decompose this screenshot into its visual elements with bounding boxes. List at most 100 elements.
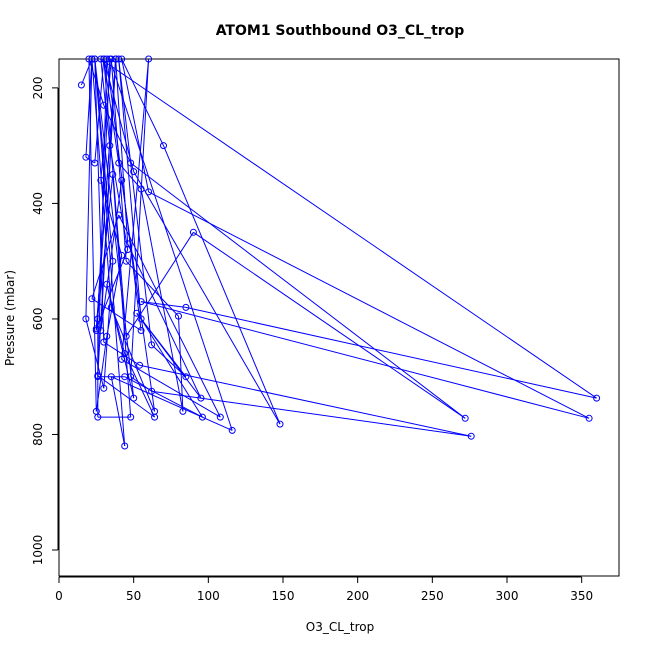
data-point [77, 81, 85, 89]
x-tick-label: 350 [570, 589, 593, 603]
data-point [137, 315, 145, 323]
data-point [467, 432, 475, 440]
series-segment [136, 312, 202, 399]
data-point [179, 407, 187, 415]
data-point [115, 211, 123, 219]
y-tick-label: 1000 [31, 535, 45, 566]
series-segment [124, 376, 203, 418]
y-tick-label: 400 [31, 192, 45, 215]
data-point [182, 303, 190, 311]
data-point [118, 355, 126, 363]
data-point [127, 413, 135, 421]
series-segment [100, 180, 123, 331]
chart-title: ATOM1 Southbound O3_CL_trop [216, 23, 465, 39]
series-segment [118, 58, 142, 319]
x-tick-label: 250 [421, 589, 444, 603]
data-point [197, 394, 205, 402]
data-point [91, 55, 99, 63]
series-segment [97, 375, 155, 418]
x-axis: 0 50 100 150 200 250 300 350 [55, 576, 593, 603]
series-segment [121, 58, 164, 146]
x-axis-label: O3_CL_trop [306, 620, 374, 634]
data-point [91, 159, 99, 167]
data-point [137, 327, 145, 334]
data-point [100, 101, 108, 109]
data-point [160, 142, 167, 150]
data-point [94, 413, 102, 421]
series-segment [94, 58, 135, 399]
data-point [106, 142, 114, 150]
series-segment [193, 231, 466, 419]
series-segment [185, 306, 597, 399]
data-point [88, 295, 96, 303]
y-axis: 200 400 600 800 1000 [31, 76, 59, 566]
x-tick-label: 50 [126, 589, 141, 603]
series-segment [140, 318, 203, 418]
series-segment [130, 162, 466, 419]
data-point [198, 413, 206, 421]
data-point [121, 350, 129, 358]
series-segment [103, 261, 114, 389]
series-segment [121, 358, 221, 418]
data-point [88, 55, 96, 63]
series-segment [121, 58, 150, 360]
x-tick-label: 0 [55, 589, 63, 603]
data-point [118, 251, 126, 259]
data-point [593, 394, 601, 402]
data-point [228, 426, 236, 434]
data-point [175, 312, 182, 320]
data-point [124, 240, 132, 248]
data-point [94, 372, 102, 380]
series-segment [125, 232, 194, 337]
data-point [118, 176, 126, 184]
series-segment [109, 58, 233, 431]
data-point [92, 327, 100, 334]
data-point [103, 332, 111, 340]
data-point [82, 153, 90, 161]
y-tick-label: 600 [31, 307, 45, 330]
data-point [112, 55, 120, 63]
data-point [148, 341, 156, 349]
data-point [82, 315, 90, 323]
series-segment [118, 214, 221, 418]
data-point [136, 361, 144, 369]
y-tick-label: 800 [31, 423, 45, 446]
series-segment [139, 364, 472, 437]
data-point [133, 309, 141, 317]
data-point [100, 384, 108, 392]
data-point [115, 55, 123, 63]
data-point [109, 171, 117, 178]
x-tick-label: 200 [346, 589, 369, 603]
series-layer [77, 55, 601, 450]
data-point [276, 420, 284, 428]
data-point [151, 413, 159, 421]
data-point [130, 394, 138, 402]
data-point [103, 280, 111, 288]
data-point [189, 228, 197, 236]
data-point [121, 373, 129, 381]
series-segment [130, 58, 150, 377]
series-segment [127, 243, 202, 399]
data-point [137, 185, 145, 193]
series-segment [118, 58, 153, 345]
series-segment [111, 376, 233, 431]
data-point [585, 414, 593, 422]
x-tick-label: 150 [272, 589, 295, 603]
series-segment [140, 301, 590, 419]
series-segment [95, 174, 114, 331]
series-segment [115, 58, 129, 244]
series-segment [109, 145, 129, 250]
data-point [122, 332, 130, 340]
series-segment [95, 58, 117, 331]
data-point [145, 188, 153, 196]
data-point [97, 176, 105, 184]
series-segment [85, 58, 93, 319]
data-point [127, 159, 135, 167]
series-segment [110, 307, 156, 412]
data-point [109, 257, 117, 265]
data-point [461, 414, 469, 422]
series-segment [100, 58, 597, 399]
series-segment [133, 171, 281, 425]
series-segment [151, 390, 472, 437]
